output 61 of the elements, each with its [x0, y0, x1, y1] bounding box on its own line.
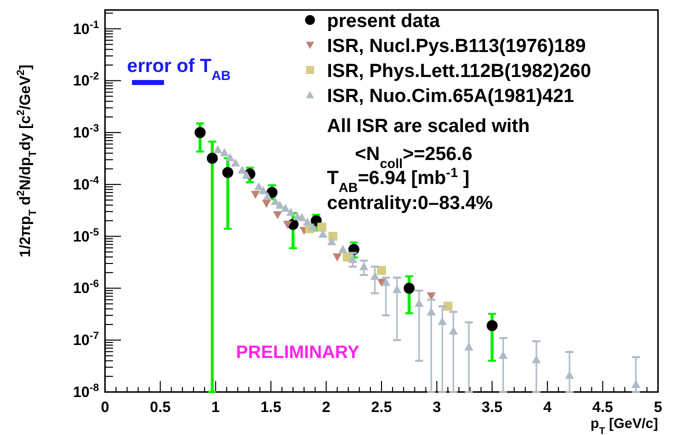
x-tick-label: 5 [654, 399, 662, 416]
point [327, 237, 336, 246]
x-tick-label: 4.5 [592, 399, 614, 416]
point [273, 211, 282, 220]
x-axis-title: p$_{T}$ [GeV/c] [590, 415, 658, 435]
y-tick-label: 10$^{-8}$ [72, 382, 100, 401]
point [532, 355, 541, 364]
y-tick-label: 10$^{-4}$ [72, 174, 100, 194]
point [275, 200, 284, 209]
point [280, 204, 290, 212]
point [370, 272, 380, 280]
y-tick-label: 10$^{-5}$ [72, 226, 100, 246]
point [222, 166, 234, 178]
annotation: centrality:0–83.4% [327, 193, 493, 214]
point [443, 302, 452, 311]
x-tick-label: 4 [543, 399, 552, 416]
x-tick-label: 3.5 [482, 399, 503, 416]
point [338, 244, 348, 253]
point [486, 320, 498, 332]
point [404, 282, 415, 294]
point [213, 145, 222, 154]
y-tick-label: 10$^{-1}$ [72, 18, 100, 38]
point [308, 222, 318, 231]
point [359, 262, 368, 270]
y-tick-label: 10$^{-6}$ [72, 278, 100, 298]
point [282, 220, 292, 229]
point [206, 152, 218, 164]
y-tick-label: 10$^{-2}$ [72, 70, 100, 90]
point [297, 213, 306, 222]
point [317, 222, 326, 232]
x-tick-label: 1.5 [260, 399, 282, 416]
point [258, 186, 268, 194]
x-tick-label: 3 [432, 399, 441, 416]
point [220, 148, 229, 156]
point [565, 370, 574, 379]
point [242, 170, 252, 179]
point [194, 127, 206, 138]
x-tick-label: 0.5 [150, 399, 171, 416]
point [262, 200, 271, 208]
point [332, 253, 342, 262]
x-tick-label: 1 [211, 399, 220, 416]
annotation: All ISR are scaled with [327, 116, 530, 137]
point [318, 230, 328, 238]
y-tick-label: 10$^{-3}$ [72, 122, 100, 142]
point [498, 350, 508, 359]
point [250, 190, 260, 199]
x-tick-label: 2 [322, 399, 330, 416]
legend-label: ISR, Phys.Lett.112B(1982)260 [327, 61, 592, 82]
legend-label: ISR, Nucl.Pys.B113(1976)189 [327, 36, 586, 57]
point [263, 192, 272, 200]
x-tick-label: 2.5 [371, 399, 392, 416]
point [231, 158, 240, 167]
point [302, 217, 312, 226]
annotation: PRELIMINARY [236, 342, 360, 362]
annotation: error of T$_{AB}$ [127, 56, 231, 82]
x-tick-label: 0 [100, 399, 110, 416]
legend-label: ISR, Nuo.Cim.65A(1981)421 [327, 86, 575, 107]
y-tick-label: 10$^{-7}$ [72, 330, 100, 350]
point [377, 266, 386, 275]
point [238, 165, 247, 174]
legend-label: present data [327, 11, 440, 32]
